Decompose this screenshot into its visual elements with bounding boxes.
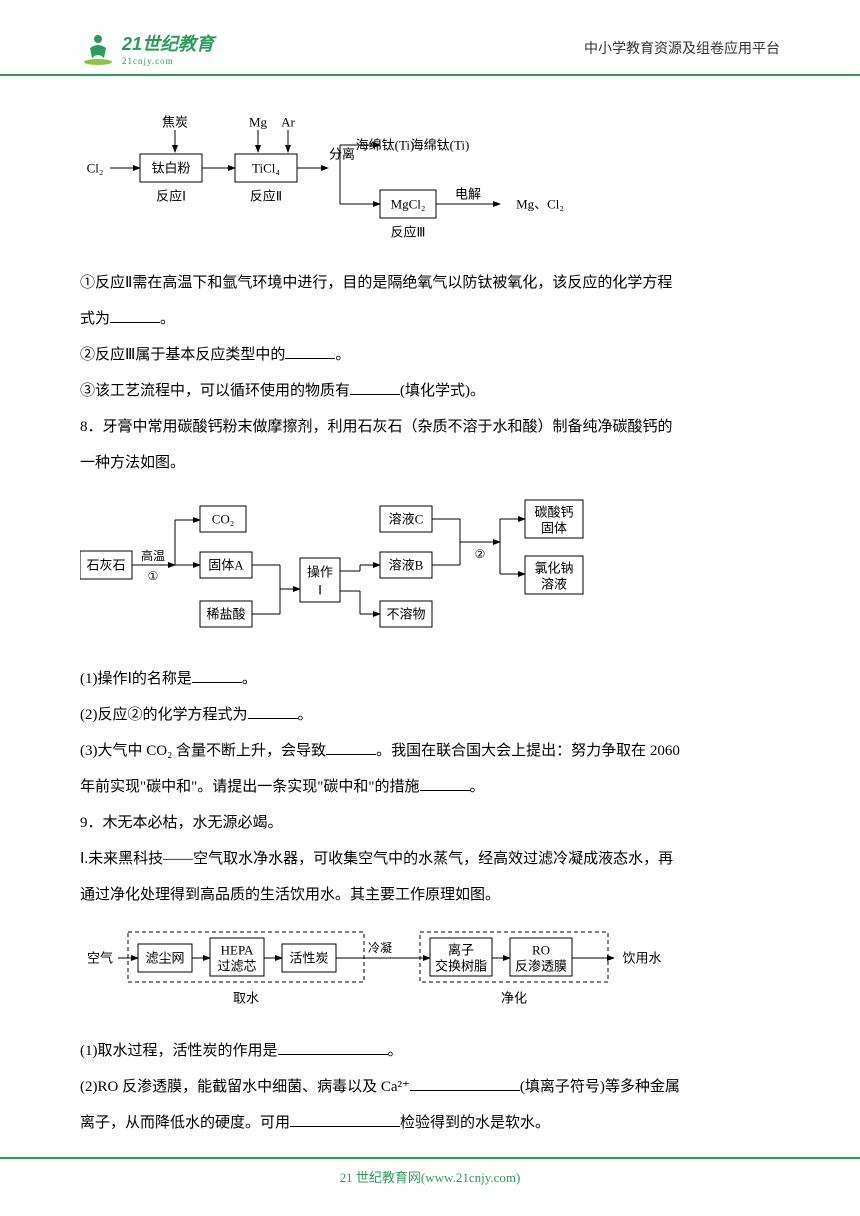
- svg-text:不溶物: 不溶物: [386, 607, 425, 622]
- footer-brand: 21 世纪教育网: [340, 1170, 421, 1185]
- question-8-3-cont: 年前实现"碳中和"。请提出一条实现"碳中和"的措施。: [80, 769, 780, 805]
- svg-text:饮用水: 饮用水: [622, 951, 661, 966]
- blank-input: [278, 1040, 388, 1055]
- svg-text:RO: RO: [532, 943, 550, 958]
- svg-text:反应Ⅲ: 反应Ⅲ: [391, 225, 426, 240]
- blank-input: [410, 1076, 520, 1091]
- svg-text:Cl₂: Cl₂: [87, 161, 104, 176]
- svg-text:Ar: Ar: [281, 115, 295, 130]
- svg-text:反应Ⅱ: 反应Ⅱ: [250, 189, 282, 204]
- question-8-2: (2)反应②的化学方程式为。: [80, 697, 780, 733]
- svg-text:空气: 空气: [87, 951, 113, 966]
- page-header: 21世纪教育 21cnjy.com 中小学教育资源及组卷应用平台: [0, 30, 860, 76]
- svg-text:分离: 分离: [329, 147, 355, 162]
- svg-text:溶液: 溶液: [541, 577, 567, 592]
- svg-text:②: ②: [475, 547, 486, 561]
- blank-input: [290, 1112, 400, 1127]
- question-1-cont: 式为。: [80, 301, 780, 337]
- diagram-water-purifier: 取水 净化 空气 滤尘网 HEPA 过滤芯 活性炭 冷凝 离子 交换树脂: [80, 928, 780, 1018]
- question-8-3: (3)大气中 CO₂ 含量不断上升，会导致。我国在联合国大会上提出：努力争取在 …: [80, 733, 780, 769]
- svg-text:碳酸钙: 碳酸钙: [534, 505, 573, 520]
- svg-text:操作: 操作: [307, 565, 333, 580]
- question-3: ③该工艺流程中，可以循环使用的物质有(填化学式)。: [80, 373, 780, 409]
- svg-text:海绵钛(Ti): 海绵钛(Ti): [411, 138, 470, 153]
- svg-text:氯化钠: 氯化钠: [534, 561, 573, 576]
- svg-text:MgCl₂: MgCl₂: [391, 197, 426, 212]
- svg-text:焦炭: 焦炭: [162, 115, 188, 130]
- svg-text:溶液C: 溶液C: [389, 512, 424, 527]
- svg-text:取水: 取水: [233, 991, 259, 1006]
- question-9-i-cont: 通过净化处理得到高品质的生活饮用水。其主要工作原理如图。: [80, 877, 780, 913]
- svg-text:CO₂: CO₂: [212, 512, 235, 527]
- svg-text:固体: 固体: [541, 521, 567, 536]
- blank-input: [248, 704, 298, 719]
- diagram-titanium-process: 焦炭 Mg Ar Cl₂ 钛白粉 反应Ⅰ TiCl₄ 反应Ⅱ 分离: [80, 110, 780, 250]
- question-9-1: (1)取水过程，活性炭的作用是。: [80, 1033, 780, 1069]
- svg-text:Mg: Mg: [249, 115, 268, 130]
- svg-text:离子: 离子: [448, 943, 474, 958]
- question-9-2: (2)RO 反渗透膜，能截留水中细菌、病毒以及 Ca²⁺(填离子符号)等多种金属: [80, 1069, 780, 1105]
- svg-text:活性炭: 活性炭: [289, 951, 328, 966]
- svg-text:TiCl₄: TiCl₄: [252, 161, 280, 176]
- blank-input: [420, 776, 470, 791]
- logo-brand: 21世纪教育: [122, 30, 214, 56]
- svg-text:稀盐酸: 稀盐酸: [206, 607, 245, 622]
- logo-domain: 21cnjy.com: [122, 56, 214, 66]
- question-9-2-cont: 离子，从而降低水的硬度。可用检验得到的水是软水。: [80, 1105, 780, 1141]
- question-9: 9．木无本必枯，水无源必竭。: [80, 805, 780, 841]
- question-8-1: (1)操作Ⅰ的名称是。: [80, 661, 780, 697]
- svg-text:Ⅰ: Ⅰ: [318, 583, 322, 598]
- svg-text:电解: 电解: [455, 187, 481, 202]
- footer-domain: (www.21cnjy.com): [421, 1170, 520, 1185]
- question-8-cont: 一种方法如图。: [80, 445, 780, 481]
- header-tagline: 中小学教育资源及组卷应用平台: [584, 38, 780, 58]
- blank-input: [350, 380, 400, 395]
- svg-text:溶液B: 溶液B: [389, 558, 424, 573]
- page-footer: 21 世纪教育网(www.21cnjy.com): [0, 1157, 860, 1186]
- svg-text:冷凝: 冷凝: [368, 940, 392, 955]
- svg-text:交换树脂: 交换树脂: [435, 959, 487, 974]
- question-8: 8．牙膏中常用碳酸钙粉末做摩擦剂，利用石灰石（杂质不溶于水和酸）制备纯净碳酸钙的: [80, 409, 780, 445]
- svg-text:固体A: 固体A: [208, 558, 244, 573]
- svg-text:HEPA: HEPA: [221, 943, 254, 958]
- svg-text:净化: 净化: [501, 991, 527, 1006]
- diagram-limestone-process: 石灰石 高温 ① CO₂ 固体A 稀盐酸 操作 Ⅰ: [80, 496, 780, 646]
- svg-text:钛白粉: 钛白粉: [151, 161, 190, 176]
- svg-text:①: ①: [148, 569, 159, 583]
- logo: 21世纪教育 21cnjy.com: [80, 30, 214, 66]
- question-2: ②反应Ⅲ属于基本反应类型中的。: [80, 337, 780, 373]
- svg-text:Mg、Cl₂: Mg、Cl₂: [516, 197, 564, 212]
- svg-text:过滤芯: 过滤芯: [217, 959, 256, 974]
- blank-input: [285, 344, 335, 359]
- blank-input: [110, 308, 160, 323]
- svg-text:反应Ⅰ: 反应Ⅰ: [156, 189, 186, 204]
- svg-text:海绵钛(Ti): 海绵钛(Ti): [356, 138, 415, 153]
- svg-text:反渗透膜: 反渗透膜: [515, 959, 567, 974]
- svg-text:滤尘网: 滤尘网: [145, 951, 184, 966]
- blank-input: [326, 740, 376, 755]
- question-1: ①反应Ⅱ需在高温下和氩气环境中进行，目的是隔绝氧气以防钛被氧化，该反应的化学方程: [80, 265, 780, 301]
- blank-input: [192, 668, 242, 683]
- svg-text:石灰石: 石灰石: [86, 558, 125, 573]
- question-9-i: Ⅰ.未来黑科技——空气取水净水器，可收集空气中的水蒸气，经高效过滤冷凝成液态水，…: [80, 841, 780, 877]
- document-body: 焦炭 Mg Ar Cl₂ 钛白粉 反应Ⅰ TiCl₄ 反应Ⅱ 分离: [80, 110, 780, 1141]
- svg-text:高温: 高温: [141, 548, 165, 563]
- logo-icon: [80, 30, 116, 66]
